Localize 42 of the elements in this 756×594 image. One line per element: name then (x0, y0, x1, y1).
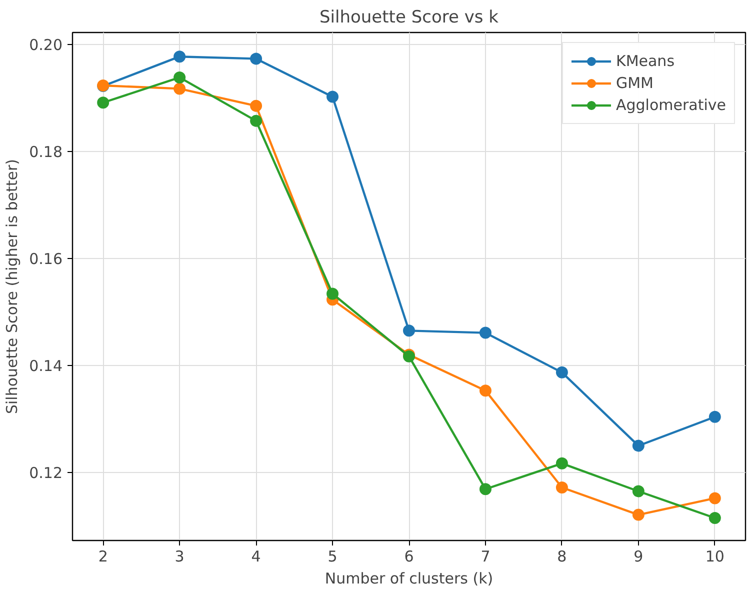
x-tick-label: 3 (174, 548, 184, 566)
point (250, 52, 262, 65)
point (174, 50, 186, 63)
point (632, 485, 644, 498)
point (708, 410, 721, 423)
legend-label: Agglomerative (616, 96, 726, 114)
x-tick-label: 6 (404, 548, 414, 566)
x-tick-label: 4 (251, 548, 261, 566)
point (403, 324, 415, 337)
point (326, 90, 339, 103)
point (479, 483, 492, 496)
point (632, 440, 644, 452)
point (250, 114, 262, 127)
legend-label: GMM (616, 74, 654, 92)
y-tick-label: 0.14 (29, 356, 63, 375)
point (479, 326, 492, 339)
point (479, 384, 492, 397)
x-tick-label: 5 (328, 548, 338, 566)
y-axis-title: Silhouette Score (higher is better) (3, 158, 22, 414)
point (174, 71, 186, 84)
y-tick-label: 0.18 (29, 142, 63, 161)
legend-label: KMeans (616, 52, 675, 70)
y-tick-label: 0.16 (29, 250, 63, 268)
x-tick-label: 7 (480, 548, 490, 566)
point (326, 288, 339, 300)
chart-title: Silhouette Score vs k (319, 8, 499, 28)
x-axis-title: Number of clusters (k) (324, 570, 494, 588)
point (556, 482, 568, 494)
y-tick-label: 0.20 (29, 36, 63, 54)
point (556, 366, 568, 378)
point (97, 96, 110, 109)
point (250, 100, 262, 112)
point (708, 512, 721, 524)
point (174, 82, 186, 95)
point (632, 508, 644, 521)
y-tick-label: 0.12 (29, 464, 63, 482)
x-tick-label: 8 (557, 548, 567, 566)
x-tick-label: 9 (634, 548, 644, 566)
x-tick-label: 2 (98, 548, 108, 566)
x-tick-label: 10 (705, 548, 724, 566)
point (556, 457, 568, 470)
point (708, 492, 721, 504)
